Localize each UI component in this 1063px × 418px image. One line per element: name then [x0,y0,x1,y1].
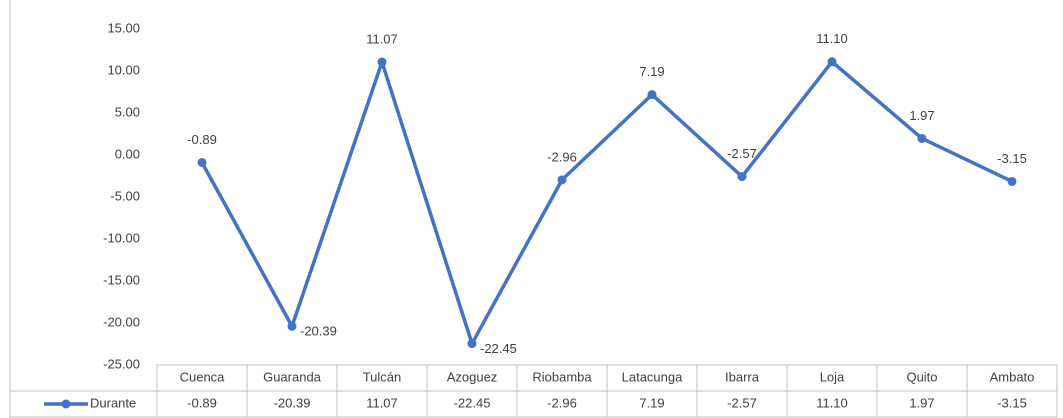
data-point [1007,176,1017,186]
table-value: -22.45 [454,395,491,410]
data-point [467,339,477,349]
data-point [647,90,657,100]
table-value: 11.10 [816,395,848,410]
y-tick-label: 10.00 [107,62,140,77]
y-tick-label: 0.00 [115,146,140,161]
x-tick-label: Riobamba [532,369,592,384]
table-value: -2.57 [727,395,757,410]
y-tick-label: -25.00 [103,356,140,371]
x-tick-label: Loja [820,369,845,384]
x-tick-label: Guaranda [263,369,322,384]
table-value: -3.15 [997,395,1027,410]
y-tick-label: -5.00 [110,188,140,203]
table-value: 11.07 [366,395,398,410]
data-label: 7.19 [639,64,664,79]
y-tick-label: 15.00 [107,20,140,35]
data-label: -2.57 [727,146,757,161]
data-point [377,57,387,67]
x-tick-label: Quito [906,369,937,384]
data-point [737,172,747,182]
y-tick-label: -15.00 [103,272,140,287]
x-tick-label: Ambato [990,369,1035,384]
data-label: 11.07 [366,31,398,46]
data-label: 11.10 [816,31,848,46]
y-tick-label: 5.00 [115,104,140,119]
table-value: -0.89 [187,395,217,410]
x-tick-label: Cuenca [180,369,226,384]
table-value: -20.39 [274,395,311,410]
x-tick-label: Ibarra [725,369,760,384]
data-label: -2.96 [547,149,577,164]
x-tick-label: Tulcán [363,369,402,384]
data-label: -3.15 [997,151,1027,166]
series-line [200,60,1013,346]
y-tick-label: -10.00 [103,230,140,245]
table-value: 7.19 [639,395,664,410]
table-value: 1.97 [909,395,934,410]
data-label: 1.97 [909,108,934,123]
data-label: -22.45 [480,341,517,356]
data-point [557,175,567,185]
data-point [197,157,207,167]
x-tick-label: Latacunga [622,369,683,384]
x-tick-label: Azoguez [447,369,498,384]
data-label: -20.39 [300,324,337,339]
legend-label: Durante [90,395,136,410]
y-tick-label: -20.00 [103,314,140,329]
table-value: -2.96 [547,395,577,410]
data-point [827,57,837,67]
legend-marker [61,399,71,409]
data-point [917,133,927,143]
data-point [287,321,297,331]
data-label: -0.89 [187,132,217,147]
